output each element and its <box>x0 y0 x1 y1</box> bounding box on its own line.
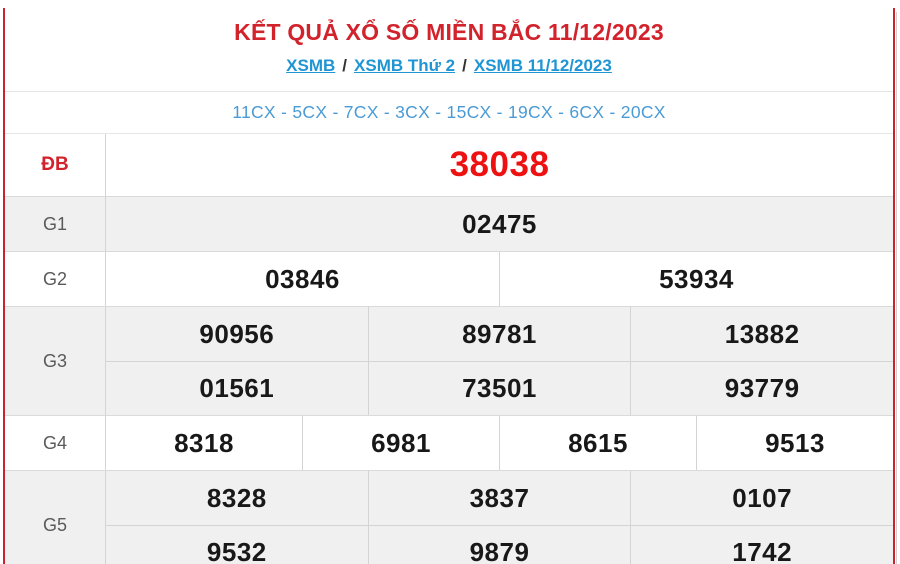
prize-label: G5 <box>5 471 106 564</box>
page-title: KẾT QUẢ XỔ SỐ MIỀN BẮC 11/12/2023 <box>234 19 664 45</box>
prize-number: 38038 <box>449 145 550 185</box>
results-card: KẾT QUẢ XỔ SỐ MIỀN BẮC 11/12/2023 XSMB / X… <box>3 8 895 564</box>
row-g1: G1 02475 <box>5 197 893 253</box>
prize-number: 8318 <box>174 427 234 458</box>
prize-number: 90956 <box>199 318 275 349</box>
prize-label: G1 <box>5 197 106 252</box>
prize-number: 9532 <box>206 537 267 564</box>
breadcrumb-link-xsmb[interactable]: XSMB <box>286 56 336 76</box>
cx-stats-row[interactable]: 11CX - 5CX - 7CX - 3CX - 15CX - 19CX - 6… <box>5 92 893 135</box>
prize-number: 13882 <box>630 307 893 361</box>
breadcrumb-separator: / <box>462 56 467 76</box>
row-g5: G5 8328 3837 0107 9532 9879 1742 <box>5 471 893 564</box>
row-g4: G4 8318 6981 8615 9513 <box>5 416 893 472</box>
prize-number: 8615 <box>499 416 696 471</box>
prize-number: 93779 <box>630 361 893 416</box>
breadcrumb-link-xsmb-thu-2[interactable]: XSMB Thứ 2 <box>354 56 456 76</box>
prize-number: 53934 <box>499 252 893 307</box>
prize-number: 0107 <box>630 471 893 525</box>
prize-number: 6981 <box>302 416 499 471</box>
row-special-prize: ĐB 38038 <box>5 134 893 198</box>
prize-label: G2 <box>5 252 106 307</box>
prize-number: 3837 <box>367 471 631 525</box>
breadcrumb-link-xsmb-date[interactable]: XSMB 11/12/2023 <box>473 56 612 76</box>
results-table: ĐB 38038 G1 02475 G2 03846 53934 G3 <box>5 134 893 564</box>
breadcrumb-separator: / <box>342 56 348 76</box>
page-edge-divider <box>896 12 897 564</box>
prize-number: 9513 <box>696 416 893 471</box>
prize-label: G3 <box>5 307 106 416</box>
header: KẾT QUẢ XỔ SỐ MIỀN BẮC 11/12/2023 XSMB / X… <box>5 8 893 93</box>
row-g3: G3 90956 89781 13882 01561 73501 93779 <box>5 307 893 417</box>
prize-label: G4 <box>5 416 106 471</box>
prize-number: 89781 <box>367 307 631 361</box>
prize-number: 03846 <box>265 263 340 294</box>
prize-number: 1742 <box>630 525 893 564</box>
prize-number: 9879 <box>367 525 631 564</box>
prize-number: 73501 <box>367 361 631 416</box>
prize-number: 02475 <box>462 208 537 239</box>
prize-label: ĐB <box>5 134 106 197</box>
prize-number: 01561 <box>199 373 275 404</box>
row-g2: G2 03846 53934 <box>5 252 893 308</box>
prize-number: 8328 <box>206 482 267 513</box>
breadcrumb: XSMB / XSMB Thứ 2 / XSMB 11/12/2023 <box>5 56 893 91</box>
